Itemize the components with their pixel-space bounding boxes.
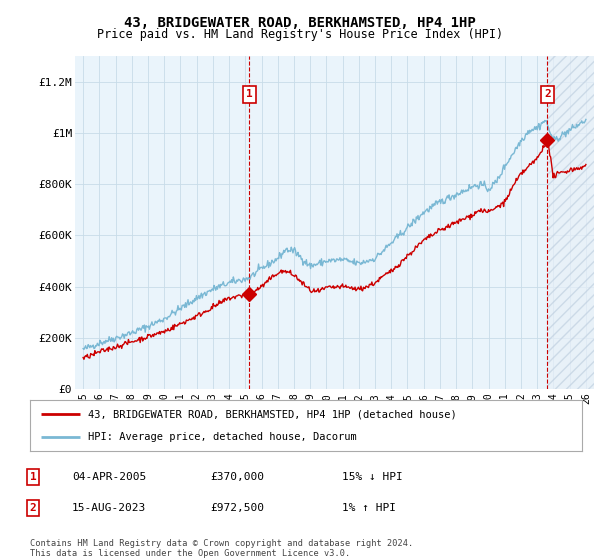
Text: 15-AUG-2023: 15-AUG-2023 (72, 503, 146, 513)
Text: 2: 2 (29, 503, 37, 513)
Text: £972,500: £972,500 (210, 503, 264, 513)
Text: Contains HM Land Registry data © Crown copyright and database right 2024.
This d: Contains HM Land Registry data © Crown c… (30, 539, 413, 558)
Text: 1: 1 (246, 89, 253, 99)
Text: 15% ↓ HPI: 15% ↓ HPI (342, 472, 403, 482)
Text: Price paid vs. HM Land Registry's House Price Index (HPI): Price paid vs. HM Land Registry's House … (97, 28, 503, 41)
Text: £370,000: £370,000 (210, 472, 264, 482)
Text: 04-APR-2005: 04-APR-2005 (72, 472, 146, 482)
Text: HPI: Average price, detached house, Dacorum: HPI: Average price, detached house, Daco… (88, 432, 357, 442)
Text: 1% ↑ HPI: 1% ↑ HPI (342, 503, 396, 513)
Text: 43, BRIDGEWATER ROAD, BERKHAMSTED, HP4 1HP: 43, BRIDGEWATER ROAD, BERKHAMSTED, HP4 1… (124, 16, 476, 30)
Text: 43, BRIDGEWATER ROAD, BERKHAMSTED, HP4 1HP (detached house): 43, BRIDGEWATER ROAD, BERKHAMSTED, HP4 1… (88, 409, 457, 419)
Text: 2: 2 (544, 89, 551, 99)
Text: 1: 1 (29, 472, 37, 482)
Bar (547, 56, 594, 389)
